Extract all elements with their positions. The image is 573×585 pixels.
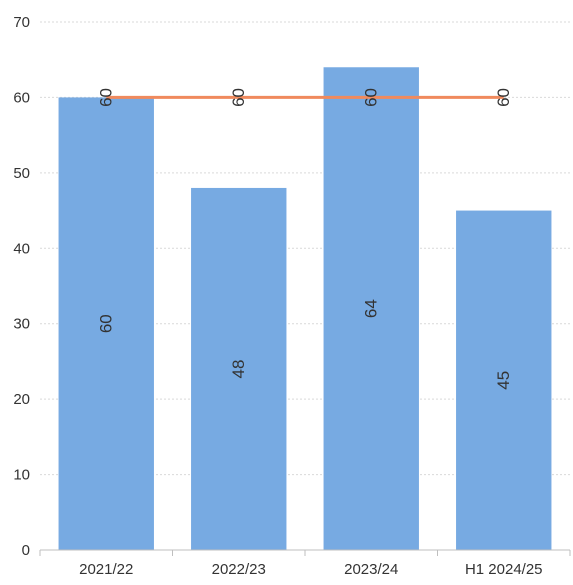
bars (58, 67, 552, 551)
bar-value-label: 48 (229, 360, 248, 379)
line-value-labels: 60 60 60 60 (97, 88, 514, 107)
x-axis (39, 549, 571, 556)
bar (191, 187, 287, 550)
x-axis-ticks: 2021/22 2022/23 2023/24 H1 2024/25 (79, 561, 542, 578)
y-tick-label: 30 (13, 316, 30, 333)
y-tick-label: 0 (22, 542, 30, 559)
y-tick-label: 10 (13, 467, 30, 484)
bar (456, 210, 552, 551)
y-tick-label: 20 (13, 391, 30, 408)
bar-value-labels: 60 48 64 45 (97, 299, 514, 390)
bar-value-label: 64 (362, 299, 381, 318)
line-value-label: 60 (494, 88, 513, 107)
bar-value-label: 45 (494, 371, 513, 390)
bar (58, 97, 154, 550)
y-tick-label: 60 (13, 89, 30, 106)
y-axis-ticks: 0 10 20 30 40 50 60 70 (13, 14, 30, 559)
x-tick-label: 2021/22 (79, 561, 133, 578)
line-value-label: 60 (97, 88, 116, 107)
bar-value-label: 60 (97, 314, 116, 333)
line-value-label: 60 (362, 88, 381, 107)
x-tick-label: H1 2024/25 (465, 561, 543, 578)
x-tick-label: 2023/24 (344, 561, 398, 578)
y-tick-label: 40 (13, 240, 30, 257)
bar (323, 67, 419, 550)
line-value-label: 60 (229, 88, 248, 107)
x-tick-label: 2022/23 (212, 561, 266, 578)
y-tick-label: 70 (13, 14, 30, 31)
y-tick-label: 50 (13, 165, 30, 182)
